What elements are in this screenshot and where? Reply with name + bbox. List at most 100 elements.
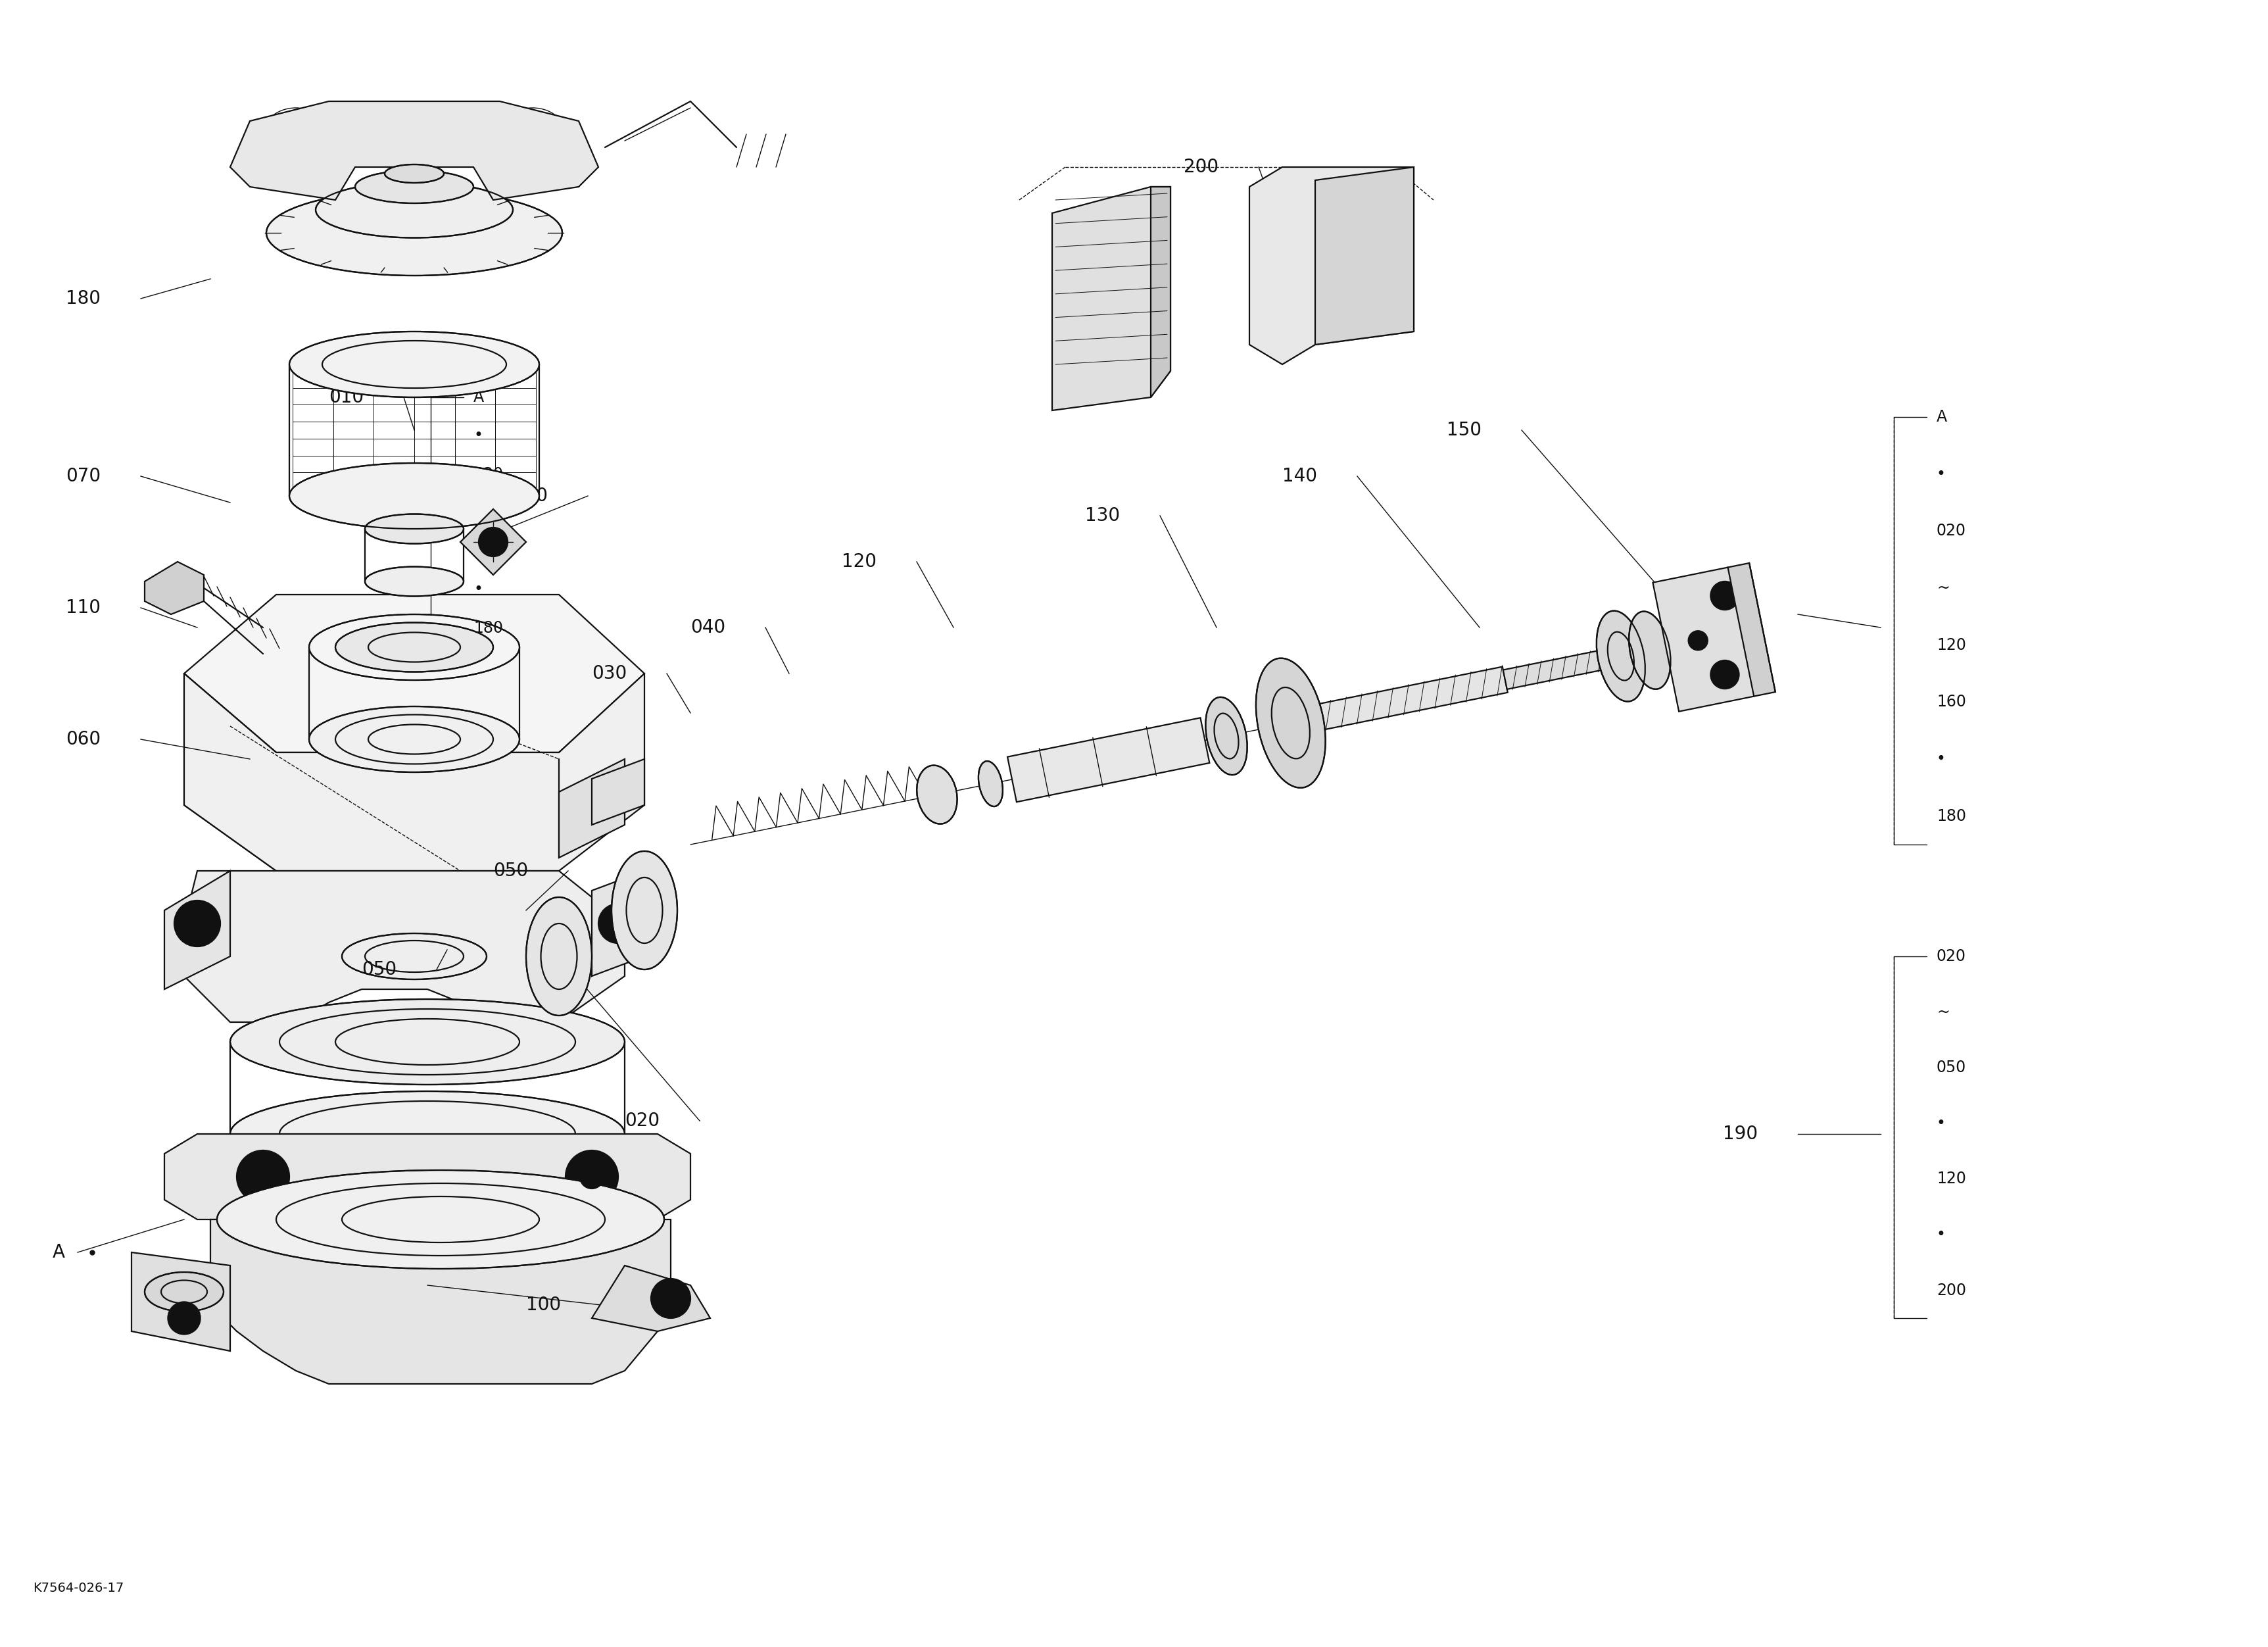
Ellipse shape — [612, 851, 678, 970]
Text: 200: 200 — [1184, 158, 1218, 176]
Polygon shape — [184, 674, 277, 871]
Ellipse shape — [978, 761, 1002, 807]
Text: A: A — [52, 1243, 66, 1262]
Text: •: • — [474, 581, 483, 598]
Text: 110: 110 — [66, 598, 100, 618]
Text: 180: 180 — [1937, 809, 1966, 823]
Polygon shape — [184, 871, 624, 1023]
Text: K7564-026-17: K7564-026-17 — [32, 1581, 125, 1594]
Ellipse shape — [365, 514, 463, 544]
Circle shape — [1710, 660, 1740, 688]
Ellipse shape — [386, 165, 445, 183]
Circle shape — [252, 1164, 274, 1189]
Ellipse shape — [1256, 659, 1325, 787]
Ellipse shape — [356, 170, 474, 203]
Polygon shape — [211, 1219, 671, 1383]
Text: 120: 120 — [1937, 1171, 1966, 1187]
Text: 100: 100 — [526, 1296, 560, 1314]
Ellipse shape — [1597, 611, 1644, 702]
Circle shape — [1710, 581, 1740, 609]
Ellipse shape — [229, 1000, 624, 1085]
Text: 120: 120 — [1937, 637, 1966, 652]
Text: 160: 160 — [513, 488, 549, 506]
Polygon shape — [1504, 651, 1603, 688]
Circle shape — [581, 1164, 603, 1189]
Polygon shape — [1653, 567, 1765, 712]
Ellipse shape — [342, 934, 488, 980]
Circle shape — [1687, 631, 1708, 651]
Circle shape — [186, 912, 209, 935]
Circle shape — [565, 1150, 619, 1202]
Ellipse shape — [1207, 697, 1247, 774]
Text: ~: ~ — [1937, 580, 1950, 596]
Text: 020: 020 — [1937, 524, 1966, 539]
Polygon shape — [277, 753, 558, 871]
Text: 190: 190 — [1724, 1125, 1758, 1143]
Circle shape — [175, 901, 220, 947]
Text: •: • — [1937, 1115, 1946, 1131]
Text: 160: 160 — [474, 544, 503, 558]
Ellipse shape — [308, 614, 519, 680]
Text: 030: 030 — [592, 664, 626, 684]
Text: •: • — [1937, 1227, 1946, 1242]
Text: 020: 020 — [474, 466, 503, 483]
Text: 160: 160 — [1937, 693, 1966, 710]
Ellipse shape — [290, 331, 540, 397]
Polygon shape — [1250, 166, 1413, 364]
Ellipse shape — [1628, 611, 1672, 688]
Polygon shape — [1309, 667, 1508, 731]
Polygon shape — [1007, 718, 1209, 802]
Text: 140: 140 — [1281, 468, 1318, 486]
Ellipse shape — [916, 766, 957, 823]
Text: ~: ~ — [1937, 1005, 1950, 1019]
Text: 130: 130 — [1084, 507, 1120, 525]
Text: •: • — [1937, 751, 1946, 768]
Polygon shape — [1150, 186, 1170, 397]
Polygon shape — [1315, 166, 1413, 344]
Polygon shape — [163, 1133, 689, 1219]
Text: 020: 020 — [624, 1112, 660, 1130]
Circle shape — [168, 1301, 200, 1334]
Text: 200: 200 — [1937, 1283, 1966, 1298]
Polygon shape — [229, 102, 599, 199]
Polygon shape — [163, 871, 229, 990]
Text: 060: 060 — [66, 730, 100, 748]
Text: 010: 010 — [329, 389, 363, 407]
Circle shape — [599, 904, 637, 944]
Text: 170: 170 — [1724, 604, 1758, 624]
Polygon shape — [1728, 563, 1776, 697]
Text: A: A — [1937, 408, 1948, 425]
Text: •: • — [474, 428, 483, 443]
Ellipse shape — [336, 623, 492, 672]
Circle shape — [651, 1278, 689, 1318]
Ellipse shape — [229, 1092, 624, 1176]
Polygon shape — [132, 1252, 229, 1351]
Ellipse shape — [218, 1169, 665, 1268]
Polygon shape — [592, 871, 644, 977]
Polygon shape — [145, 562, 204, 614]
Text: 050: 050 — [492, 861, 528, 879]
Polygon shape — [460, 509, 526, 575]
Polygon shape — [558, 759, 624, 858]
Text: 070: 070 — [66, 468, 100, 486]
Ellipse shape — [145, 1271, 225, 1311]
Polygon shape — [592, 1265, 710, 1331]
Polygon shape — [184, 674, 644, 871]
Text: A: A — [474, 389, 483, 405]
Text: 150: 150 — [1447, 422, 1481, 440]
Polygon shape — [184, 595, 644, 753]
Text: 050: 050 — [361, 960, 397, 978]
Text: 180: 180 — [66, 290, 100, 308]
Ellipse shape — [315, 181, 513, 237]
Circle shape — [236, 1150, 290, 1202]
Text: 050: 050 — [1937, 1059, 1966, 1075]
Ellipse shape — [290, 463, 540, 529]
Text: 180: 180 — [474, 621, 503, 636]
Ellipse shape — [365, 567, 463, 596]
Polygon shape — [1052, 186, 1170, 410]
Text: •: • — [1937, 466, 1946, 483]
Circle shape — [479, 527, 508, 557]
Text: 120: 120 — [841, 552, 875, 572]
Polygon shape — [592, 759, 644, 825]
Ellipse shape — [526, 898, 592, 1016]
